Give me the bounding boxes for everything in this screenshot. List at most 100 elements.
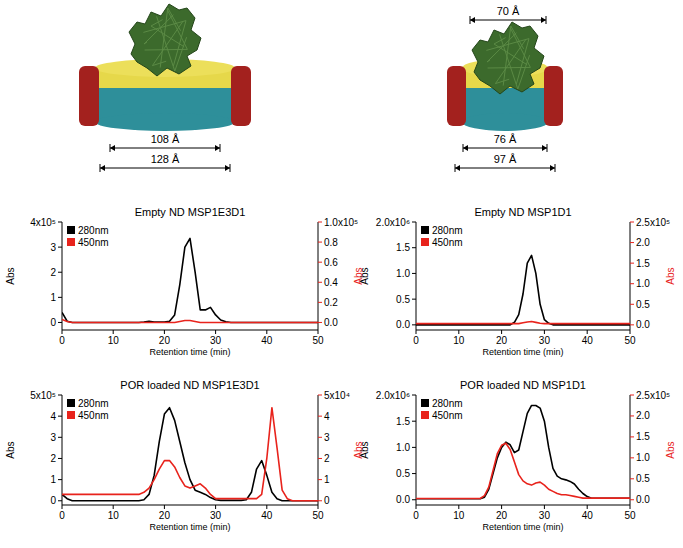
belt [447, 66, 466, 126]
y-tick-label: 2 [50, 453, 56, 464]
y2-tick-label: 2.0 [636, 410, 650, 421]
y-tick [412, 324, 416, 325]
y2-tick-label: 0.6 [324, 257, 338, 268]
x-tick-label: 50 [312, 510, 324, 521]
y2-tick-label: 1.0x10⁵ [324, 217, 358, 228]
y2-tick [630, 457, 634, 458]
y2-tick [630, 324, 634, 325]
x-tick [113, 505, 114, 509]
y-tick-label: 1.0 [396, 268, 410, 279]
y-axis-label: Abs [5, 267, 16, 284]
chart: Empty ND MSP1E3D101234x10⁵0.00.20.40.60.… [5, 206, 364, 357]
y-tick-label: 0.5 [396, 294, 410, 305]
y2-tick-label: 0.0 [636, 494, 650, 505]
dimension-label: 70 Å [497, 5, 520, 17]
y-tick-label: 1.5 [396, 242, 410, 253]
protein-detail [144, 42, 147, 44]
y-tick-label: 0.5 [396, 468, 410, 479]
series-line [416, 255, 630, 324]
x-tick-label: 40 [582, 510, 594, 521]
y-tick [412, 273, 416, 274]
y-tick [412, 247, 416, 248]
y2-tick [318, 222, 322, 223]
x-tick-label: 20 [159, 335, 171, 346]
y2-tick [630, 499, 634, 500]
y2-tick [318, 416, 322, 417]
y-tick [412, 473, 416, 474]
y-tick-label: 4x10⁵ [30, 217, 56, 228]
y2-tick [630, 263, 634, 264]
protein-detail [500, 34, 518, 89]
x-tick-label: 40 [582, 335, 594, 346]
y-tick [412, 447, 416, 448]
y2-tick [630, 395, 634, 396]
y2-axis-label: Abs [665, 441, 676, 458]
series-line [416, 322, 630, 324]
legend-label: 450nm [432, 237, 463, 248]
y2-tick [630, 222, 634, 223]
x-tick [458, 505, 459, 509]
series-line [416, 405, 630, 498]
plot-area [62, 238, 318, 322]
plot-area [416, 255, 630, 324]
y2-tick [630, 242, 634, 243]
y2-tick-label: 5x10⁴ [324, 390, 350, 401]
x-axis-label: Retention time (min) [149, 347, 230, 357]
x-tick [164, 505, 165, 509]
legend-swatch [421, 226, 429, 234]
y-tick [412, 499, 416, 500]
x-tick-label: 20 [496, 335, 508, 346]
y-tick [58, 322, 62, 323]
x-axis-label: Retention time (min) [482, 522, 563, 532]
y2-tick-label: 1 [324, 474, 330, 485]
y-axis-line [416, 222, 417, 330]
protein-detail [495, 39, 526, 83]
y-tick [412, 299, 416, 300]
y2-tick [318, 395, 322, 396]
x-tick [318, 505, 319, 509]
y2-tick [630, 415, 634, 416]
x-tick [630, 505, 631, 509]
dimension-line [455, 168, 555, 169]
x-tick-label: 40 [261, 510, 273, 521]
y2-axis-label: Abs [665, 267, 676, 284]
y-tick-label: 2.0x10⁶ [376, 217, 410, 228]
arrow-head [542, 145, 547, 151]
y-tick-label: 5x10⁵ [30, 390, 56, 401]
y2-axis-line [318, 395, 319, 505]
chart-title: Empty ND MSP1E3D1 [135, 206, 246, 218]
x-tick-label: 0 [59, 335, 65, 346]
x-tick [544, 505, 545, 509]
x-tick [501, 505, 502, 509]
y-tick [58, 395, 62, 396]
legend-label: 280nm [78, 398, 109, 409]
legend: 280nm450nm [421, 398, 463, 421]
x-tick [416, 505, 417, 509]
legend-label: 280nm [432, 225, 463, 236]
y2-axis-line [630, 395, 631, 505]
x-tick [544, 330, 545, 334]
y2-tick [318, 437, 322, 438]
x-tick [266, 330, 267, 334]
dimension-label: 97 Å [494, 153, 517, 165]
dimension-label: 108 Å [151, 133, 180, 145]
protein-detail [151, 20, 163, 26]
legend-swatch [421, 399, 429, 407]
protein [472, 22, 544, 94]
protein-detail [487, 33, 516, 62]
y-tick-label: 1.0 [396, 442, 410, 453]
y-tick-label: 0.0 [396, 319, 410, 330]
dimension-label: 128 Å [151, 153, 180, 165]
x-tick [501, 330, 502, 334]
x-axis-line [62, 330, 318, 331]
protein-detail [157, 16, 175, 71]
disc-bottom [95, 113, 235, 131]
y2-tick-label: 2.5x10⁵ [636, 390, 670, 401]
y2-tick-label: 1.5 [636, 431, 650, 442]
y2-tick [630, 478, 634, 479]
y2-tick [318, 242, 322, 243]
y-tick-label: 2.0x10⁶ [376, 390, 410, 401]
x-tick-label: 10 [108, 335, 120, 346]
arrow-head [463, 145, 468, 151]
arrow-head [100, 165, 105, 171]
